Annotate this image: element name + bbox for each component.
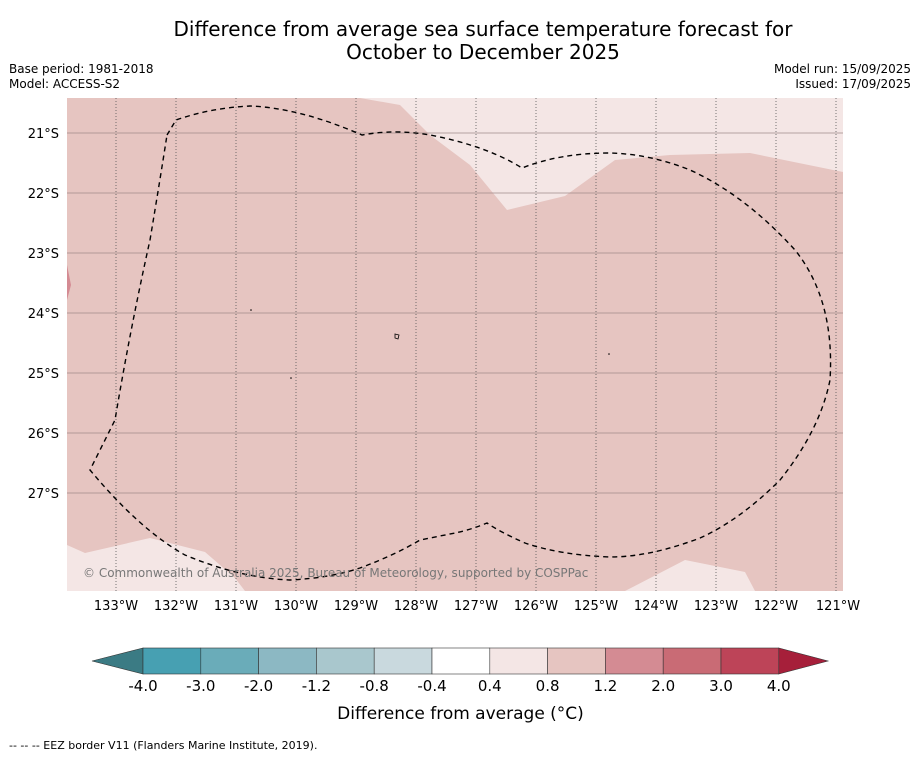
colorbar-tick: -1.2 [302,677,331,695]
colorbar-segment [662,647,722,675]
colorbar-tick: 4.0 [767,677,791,695]
colorbar [91,647,830,675]
lon-label: 121°W [816,599,860,614]
island-marker [250,309,252,311]
colorbar-tick: -4.0 [128,677,157,695]
colorbar-tick: -0.8 [360,677,389,695]
colorbar-label: Difference from average (°C) [337,704,584,724]
colorbar-segment [373,647,433,675]
model-name: Model: ACCESS-S2 [9,77,121,91]
colorbar-tick: 3.0 [709,677,733,695]
colorbar-segment [258,647,317,675]
lat-label: 27°S [28,487,59,502]
run-info: Model run: 15/09/2025 Issued: 17/09/2025 [774,62,911,92]
colorbar-tick: 2.0 [651,677,675,695]
lon-label: 131°W [214,599,258,614]
longitude-labels: 133°W 132°W 131°W 130°W 129°W 128°W 127°… [94,599,860,614]
map-title: Difference from average sea surface temp… [0,18,919,64]
anomaly-fill-north [360,98,843,210]
latitude-labels: 21°S 22°S 23°S 24°S 25°S 26°S 27°S [28,127,59,502]
lat-label: 22°S [28,187,59,202]
lat-label: 21°S [28,127,59,142]
colorbar-tick: 1.2 [593,677,617,695]
colorbar-tick: 0.8 [536,677,560,695]
colorbar-segment [200,647,259,675]
island-marker [394,333,400,340]
colorbar-segment [489,647,548,675]
lon-label: 125°W [574,599,618,614]
colorbar-tick: 0.4 [478,677,502,695]
island-marker [608,353,610,355]
colorbar-extend-low [91,647,144,675]
lon-label: 122°W [754,599,798,614]
lon-label: 130°W [274,599,318,614]
lon-label: 126°W [514,599,558,614]
lon-label: 129°W [334,599,378,614]
eez-legend-note: -- -- -- EEZ border V11 (Flanders Marine… [9,739,318,752]
colorbar-segment [316,647,375,675]
colorbar-tick-labels: -4.0 -3.0 -2.0 -1.2 -0.8 -0.4 0.4 0.8 1.2 2.0 3.0 4… [128,677,790,695]
lon-label: 124°W [634,599,678,614]
lat-label: 23°S [28,247,59,262]
colorbar-segment [547,647,606,675]
colorbar-segment [720,647,780,675]
copyright-notice: © Commonwealth of Australia 2025, Bureau… [83,566,588,580]
lon-label: 128°W [394,599,438,614]
latitude-gridlines [67,132,843,494]
anomaly-fill-southeast [625,560,755,591]
lat-label: 25°S [28,367,59,382]
anomaly-fill-southwest [67,538,245,591]
longitude-gridlines [115,98,837,591]
lon-label: 133°W [94,599,138,614]
lon-label: 132°W [154,599,198,614]
model-run-date: Model run: 15/09/2025 [773,62,911,76]
eez-border [89,105,832,581]
colorbar-segment [431,647,491,675]
title-line-2: October to December 2025 [346,40,620,64]
base-period: Base period: 1981-2018 [9,62,154,76]
anomaly-fill-west-edge [67,265,71,300]
lon-label: 123°W [694,599,738,614]
anomaly-fill-main [67,98,843,591]
colorbar-tick: -0.4 [417,677,446,695]
colorbar-segment [605,647,664,675]
lat-label: 24°S [28,307,59,322]
colorbar-tick: -2.0 [244,677,273,695]
colorbar-tick: -3.0 [186,677,215,695]
lon-label: 127°W [454,599,498,614]
island-marker [290,377,292,379]
colorbar-segment [142,647,202,675]
islands [250,309,610,379]
title-line-1: Difference from average sea surface temp… [173,17,793,41]
model-info: Base period: 1981-2018 Model: ACCESS-S2 [9,62,154,92]
map-area: © Commonwealth of Australia 2025, Bureau… [67,98,843,591]
lat-label: 26°S [28,427,59,442]
issued-date: Issued: 17/09/2025 [795,77,911,91]
colorbar-extend-high [778,647,830,675]
